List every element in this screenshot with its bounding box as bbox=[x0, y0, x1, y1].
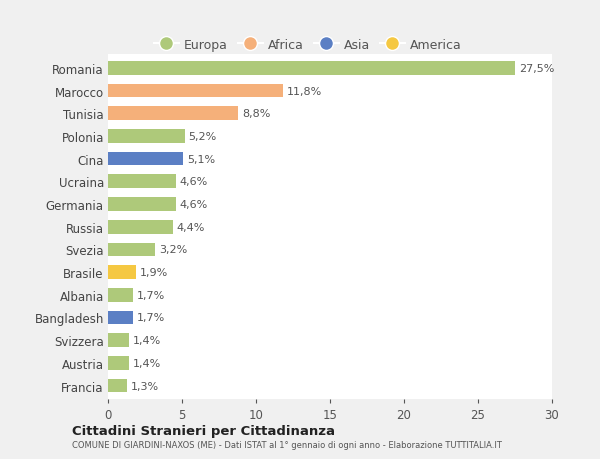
Text: 1,7%: 1,7% bbox=[137, 313, 165, 323]
Bar bbox=[108, 130, 185, 143]
Bar bbox=[108, 379, 127, 392]
Bar bbox=[108, 266, 136, 279]
Text: 5,1%: 5,1% bbox=[187, 154, 215, 164]
Text: 3,2%: 3,2% bbox=[159, 245, 187, 255]
Text: COMUNE DI GIARDINI-NAXOS (ME) - Dati ISTAT al 1° gennaio di ogni anno - Elaboraz: COMUNE DI GIARDINI-NAXOS (ME) - Dati IST… bbox=[72, 441, 502, 449]
Text: 5,2%: 5,2% bbox=[188, 132, 217, 142]
Text: 1,9%: 1,9% bbox=[140, 268, 168, 278]
Text: 4,6%: 4,6% bbox=[180, 177, 208, 187]
Bar bbox=[108, 356, 129, 370]
Bar bbox=[108, 62, 515, 75]
Text: 1,7%: 1,7% bbox=[137, 290, 165, 300]
Text: 27,5%: 27,5% bbox=[519, 64, 554, 73]
Bar bbox=[108, 175, 176, 189]
Bar bbox=[108, 220, 173, 234]
Bar bbox=[108, 152, 184, 166]
Text: 4,4%: 4,4% bbox=[177, 222, 205, 232]
Text: 1,4%: 1,4% bbox=[133, 358, 161, 368]
Bar bbox=[108, 84, 283, 98]
Text: 1,3%: 1,3% bbox=[131, 381, 159, 391]
Bar bbox=[108, 107, 238, 121]
Bar bbox=[108, 288, 133, 302]
Bar bbox=[108, 198, 176, 211]
Text: Cittadini Stranieri per Cittadinanza: Cittadini Stranieri per Cittadinanza bbox=[72, 424, 335, 437]
Text: 11,8%: 11,8% bbox=[286, 86, 322, 96]
Legend: Europa, Africa, Asia, America: Europa, Africa, Asia, America bbox=[149, 34, 467, 57]
Bar bbox=[108, 311, 133, 325]
Text: 8,8%: 8,8% bbox=[242, 109, 271, 119]
Bar bbox=[108, 243, 155, 257]
Bar bbox=[108, 334, 129, 347]
Text: 4,6%: 4,6% bbox=[180, 200, 208, 210]
Text: 1,4%: 1,4% bbox=[133, 336, 161, 346]
